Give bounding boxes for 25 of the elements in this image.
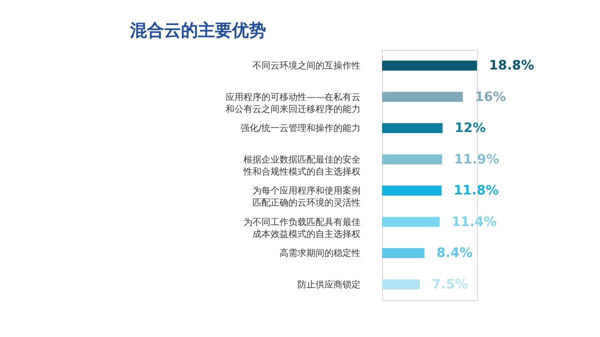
data-label: 12%: [454, 121, 486, 136]
data-label: 7.5%: [432, 277, 468, 292]
data-label: 18.8%: [489, 58, 534, 74]
bar: [382, 279, 420, 290]
data-label: 16%: [474, 90, 506, 105]
bar: [382, 216, 440, 227]
data-label: 8.4%: [436, 246, 473, 262]
y-tick-label: 强化/统一云管理和操作的能力: [240, 123, 360, 134]
y-tick-label: 根据企业数据匹配最佳的安全性和合规性模式的自主选择权: [242, 154, 360, 178]
bar: [382, 60, 477, 71]
data-label: 11.8%: [454, 184, 499, 199]
bar: [382, 248, 424, 258]
y-tick-label: 不同云环境之间的互操作性: [252, 60, 360, 72]
y-tick-label: 防止供应商锁定: [298, 279, 360, 290]
y-tick-label: 为不同工作负载匹配具有最佳成本效益模式的自主选择权: [244, 216, 360, 240]
text: 混合云的主要优势: [129, 21, 266, 41]
y-tick-label: 为每个应用程序和使用案例匹配正确的云环境的灵活性: [252, 186, 360, 209]
bar: [382, 123, 443, 134]
bar: [382, 186, 442, 196]
bar: [382, 154, 442, 164]
data-label: 11.9%: [454, 152, 500, 168]
bar: [382, 92, 463, 102]
y-tick-label: 应用程序的可移动性——在私有云和公有云之间来回迁移程序的能力: [226, 92, 360, 115]
y-tick-label: 高需求期间的稳定性: [280, 248, 360, 260]
data-label: 11.4%: [452, 214, 497, 230]
